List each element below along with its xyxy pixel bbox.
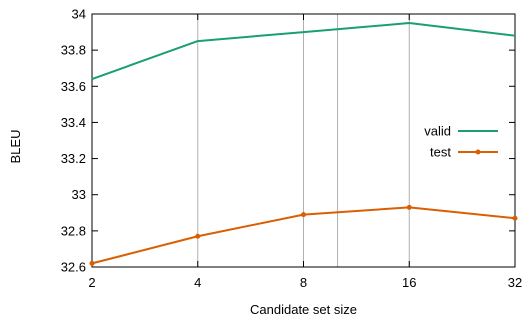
- legend-marker-test: [475, 149, 481, 155]
- series-test: [89, 204, 518, 266]
- y-axis-title: BLEU: [8, 130, 23, 164]
- data-point-test: [301, 212, 306, 218]
- legend-label: valid: [424, 124, 451, 139]
- x-tick-label: 32: [508, 275, 522, 290]
- y-tick-label: 32.8: [61, 223, 86, 238]
- y-tick-label: 33: [72, 187, 86, 202]
- y-tick-label: 33.4: [61, 115, 86, 130]
- y-tick-label: 34: [72, 7, 86, 22]
- series-layer: [89, 22, 518, 266]
- legend-item-test: test: [430, 145, 498, 160]
- data-point-test: [89, 260, 95, 266]
- legend-item-valid: valid: [424, 124, 498, 139]
- x-tick-label: 4: [194, 275, 201, 290]
- ticks-layer: 32.6 32.8 33 33.2 33.4 33.6 33.8 34 2 4 8 16 32: [61, 7, 523, 291]
- y-tick-label: 32.6: [61, 260, 86, 275]
- x-tick-label: 2: [88, 275, 95, 290]
- x-tick-label: 8: [300, 275, 307, 290]
- data-point-test: [195, 233, 201, 239]
- legend: valid test: [424, 124, 498, 160]
- data-point-test: [406, 204, 412, 210]
- data-point-test: [512, 215, 518, 221]
- legend-label: test: [430, 145, 451, 160]
- series-line-valid: [91, 22, 516, 80]
- series-valid: [91, 22, 516, 80]
- y-tick-label: 33.8: [61, 43, 86, 58]
- x-axis-title: Candidate set size: [250, 302, 357, 317]
- x-tick-label: 16: [402, 275, 416, 290]
- grid-layer: [197, 14, 410, 267]
- y-tick-label: 33.6: [61, 79, 86, 94]
- y-tick-label: 33.2: [61, 151, 86, 166]
